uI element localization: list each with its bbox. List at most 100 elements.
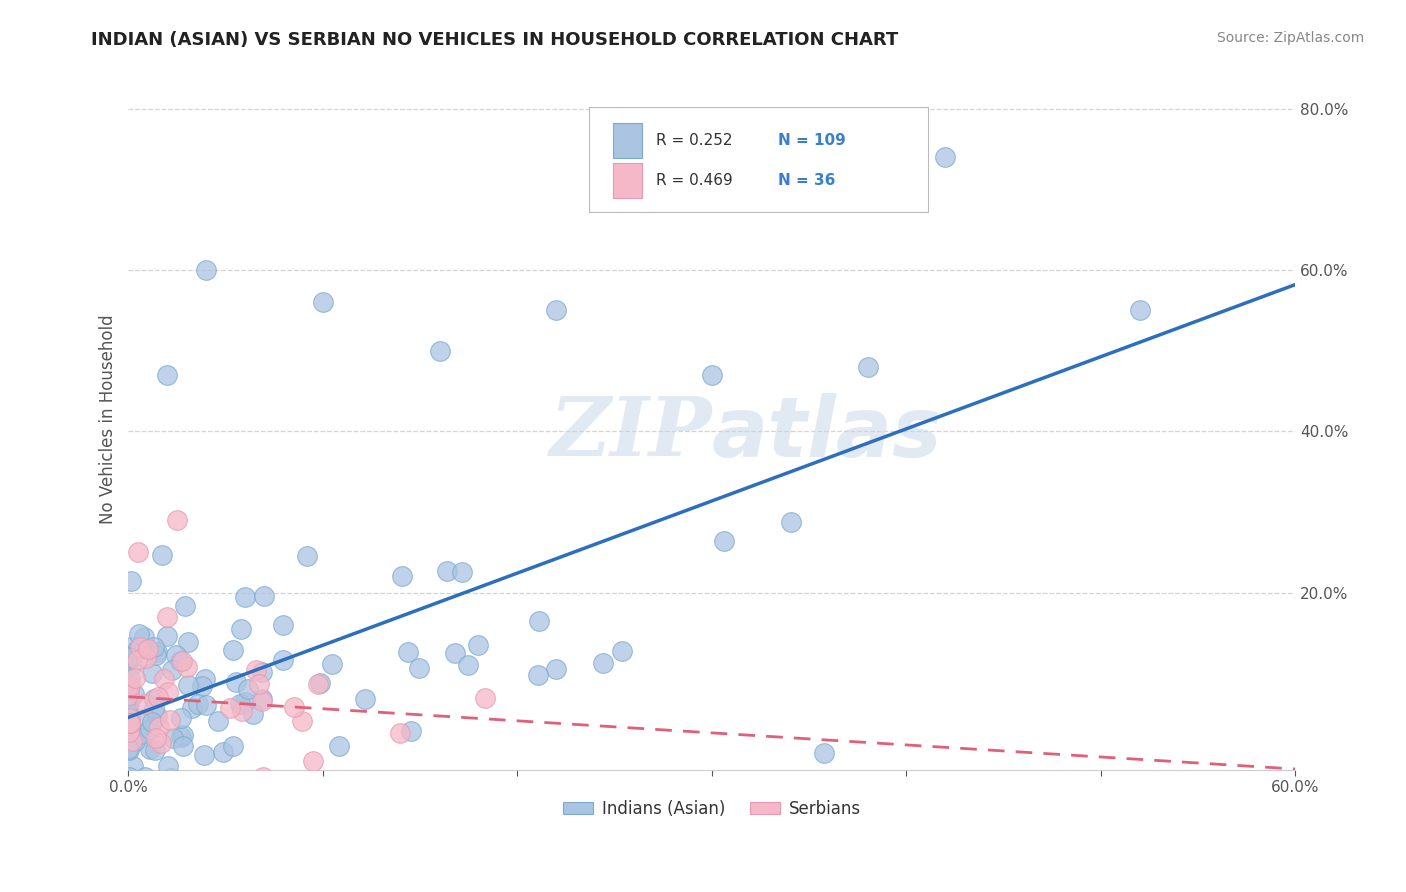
Point: [592, 656, 614, 670]
Point: [221, 643, 243, 657]
Point: [172, 739, 194, 753]
Point: [120, 777, 142, 791]
Point: [117, 701, 139, 715]
Point: [118, 770, 141, 784]
Point: [166, 513, 188, 527]
Point: [170, 711, 193, 725]
Point: [247, 677, 270, 691]
Point: [120, 781, 142, 796]
Point: [121, 658, 143, 673]
Point: [127, 545, 149, 559]
Point: [174, 599, 197, 613]
Point: [176, 659, 198, 673]
Point: [207, 714, 229, 728]
Point: [813, 746, 835, 760]
Point: [156, 684, 179, 698]
Point: [193, 747, 215, 762]
Point: [242, 706, 264, 721]
Point: [172, 727, 194, 741]
Point: [150, 549, 173, 563]
Point: [145, 648, 167, 662]
Point: [142, 692, 165, 706]
Point: [156, 368, 179, 382]
Point: [235, 787, 257, 801]
Point: [120, 574, 142, 588]
Point: [295, 549, 318, 563]
Point: [141, 666, 163, 681]
Point: [457, 658, 479, 673]
Point: [169, 654, 191, 668]
Point: [219, 784, 242, 798]
Point: [148, 720, 170, 734]
Point: [141, 787, 163, 801]
Point: [451, 565, 474, 579]
Point: [474, 691, 496, 706]
Point: [233, 695, 256, 709]
Point: [118, 742, 141, 756]
Point: [250, 692, 273, 706]
Point: [117, 787, 139, 801]
Point: [120, 651, 142, 665]
Point: [312, 295, 335, 310]
Point: [122, 687, 145, 701]
Point: [138, 723, 160, 737]
Point: [195, 698, 218, 713]
Point: [129, 640, 152, 654]
Point: [436, 564, 458, 578]
Text: N = 109: N = 109: [779, 133, 846, 148]
Point: [159, 713, 181, 727]
Point: [150, 735, 173, 749]
Point: [779, 515, 801, 529]
Point: [132, 712, 155, 726]
Point: [118, 787, 141, 801]
Point: [117, 725, 139, 739]
Point: [396, 645, 419, 659]
Point: [121, 734, 143, 748]
Point: [177, 678, 200, 692]
Point: [136, 783, 159, 797]
Point: [388, 726, 411, 740]
Text: INDIAN (ASIAN) VS SERBIAN NO VEHICLES IN HOUSEHOLD CORRELATION CHART: INDIAN (ASIAN) VS SERBIAN NO VEHICLES IN…: [91, 31, 898, 49]
Point: [120, 672, 142, 686]
Point: [120, 640, 142, 654]
Point: [170, 731, 193, 745]
Point: [172, 787, 194, 801]
Point: [856, 359, 879, 374]
Point: [354, 692, 377, 706]
Text: R = 0.469: R = 0.469: [657, 173, 733, 188]
Point: [700, 368, 723, 382]
Point: [156, 759, 179, 773]
Point: [195, 263, 218, 277]
Point: [125, 653, 148, 667]
Point: [125, 787, 148, 801]
Point: [162, 778, 184, 792]
Bar: [613, 163, 643, 198]
Point: [180, 701, 202, 715]
Point: [139, 742, 162, 756]
Point: [120, 715, 142, 730]
Point: [444, 646, 467, 660]
Point: [391, 569, 413, 583]
Point: [252, 770, 274, 784]
Legend: Indians (Asian), Serbians: Indians (Asian), Serbians: [557, 794, 868, 825]
Point: [177, 634, 200, 648]
Point: [132, 630, 155, 644]
Point: [219, 701, 242, 715]
Point: [229, 698, 252, 712]
Point: [124, 733, 146, 747]
Point: [610, 644, 633, 658]
Point: [118, 688, 141, 702]
Point: [527, 614, 550, 628]
Point: [250, 694, 273, 708]
Point: [236, 681, 259, 696]
Point: [131, 787, 153, 801]
Point: [118, 715, 141, 730]
Point: [546, 662, 568, 676]
Point: [546, 303, 568, 318]
Point: [162, 731, 184, 745]
Point: [120, 726, 142, 740]
Point: [118, 689, 141, 703]
Point: [467, 638, 489, 652]
Text: atlas: atlas: [711, 392, 942, 474]
Point: [120, 787, 142, 801]
